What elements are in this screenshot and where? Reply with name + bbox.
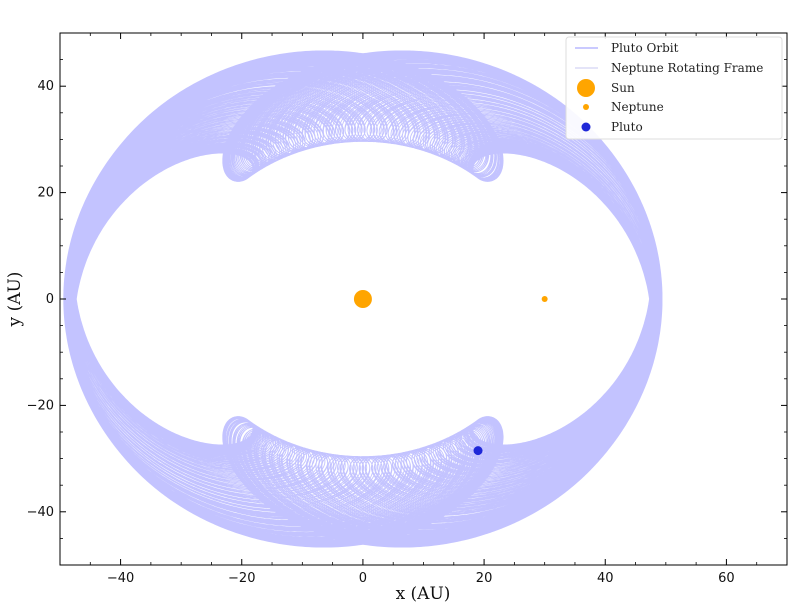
y-axis-label: y (AU) [5, 272, 25, 328]
legend-marker-sun [577, 79, 595, 97]
legend-label-sun: Sun [611, 81, 635, 95]
legend-label-neptune-rotating-frame: Neptune Rotating Frame [611, 61, 763, 75]
legend-marker-pluto [581, 122, 591, 132]
y-tick-label: 40 [37, 79, 54, 94]
x-tick-label: 60 [718, 571, 735, 586]
y-tick-label: 20 [37, 186, 54, 201]
legend-label-neptune: Neptune [611, 100, 664, 114]
pluto-marker [473, 446, 483, 456]
y-tick-label: −20 [27, 398, 54, 413]
body-markers [353, 290, 548, 456]
x-tick-label: 40 [597, 571, 614, 586]
x-axis-label: x (AU) [396, 584, 451, 604]
x-tick-label: 0 [359, 571, 367, 586]
x-tick-label: 20 [476, 571, 493, 586]
pluto-orbit-line [63, 50, 663, 548]
neptune-marker [541, 296, 548, 302]
legend-box [565, 36, 783, 140]
legend: Pluto Orbit Neptune Rotating Frame Sun N… [565, 36, 783, 140]
axis-ticks: −40 −20 0 20 40 60 −40 −20 0 20 40 [27, 33, 787, 586]
y-tick-label: 0 [46, 292, 54, 307]
sun-marker [353, 290, 372, 308]
x-tick-label: −20 [228, 571, 255, 586]
legend-label-pluto-orbit: Pluto Orbit [611, 41, 679, 55]
pluto-orbit-trace [63, 50, 663, 548]
x-tick-label: −40 [107, 571, 134, 586]
legend-marker-neptune [583, 104, 589, 110]
y-tick-label: −40 [27, 505, 54, 520]
legend-label-pluto: Pluto [611, 120, 643, 134]
